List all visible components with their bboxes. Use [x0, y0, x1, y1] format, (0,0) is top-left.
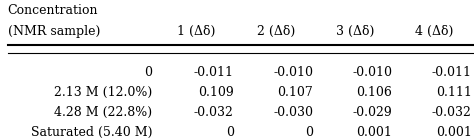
Text: -0.032: -0.032: [432, 106, 472, 119]
Text: 2.13 M (12.0%): 2.13 M (12.0%): [54, 86, 152, 99]
Text: 0: 0: [144, 65, 152, 79]
Text: 4.28 M (22.8%): 4.28 M (22.8%): [54, 106, 152, 119]
Text: 1 (Δδ): 1 (Δδ): [177, 25, 216, 38]
Text: -0.029: -0.029: [353, 106, 392, 119]
Text: -0.010: -0.010: [352, 65, 392, 79]
Text: 0.111: 0.111: [436, 86, 472, 99]
Text: -0.032: -0.032: [194, 106, 234, 119]
Text: Saturated (5.40 M): Saturated (5.40 M): [31, 126, 152, 139]
Text: -0.030: -0.030: [273, 106, 313, 119]
Text: 0.109: 0.109: [198, 86, 234, 99]
Text: 0: 0: [305, 126, 313, 139]
Text: 4 (Δδ): 4 (Δδ): [415, 25, 454, 38]
Text: 0.001: 0.001: [356, 126, 392, 139]
Text: 0.107: 0.107: [277, 86, 313, 99]
Text: -0.011: -0.011: [432, 65, 472, 79]
Text: -0.011: -0.011: [194, 65, 234, 79]
Text: 0.001: 0.001: [436, 126, 472, 139]
Text: (NMR sample): (NMR sample): [8, 25, 100, 38]
Text: 0: 0: [226, 126, 234, 139]
Text: Concentration: Concentration: [8, 4, 98, 17]
Text: -0.010: -0.010: [273, 65, 313, 79]
Text: 2 (Δδ): 2 (Δδ): [256, 25, 295, 38]
Text: 0.106: 0.106: [356, 86, 392, 99]
Text: 3 (Δδ): 3 (Δδ): [336, 25, 374, 38]
